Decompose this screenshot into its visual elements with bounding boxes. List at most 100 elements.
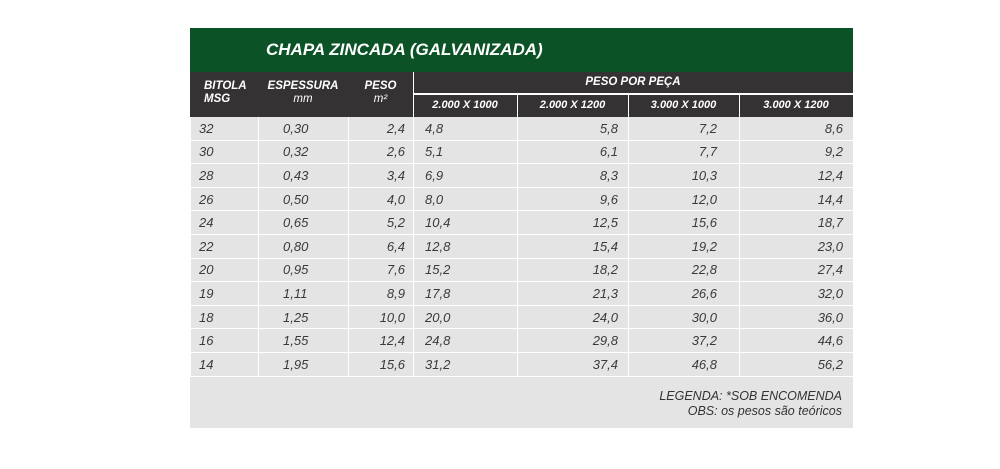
table-cell: 37,2 (628, 328, 740, 353)
table-title: CHAPA ZINCADA (GALVANIZADA) (190, 28, 853, 72)
table-cell: 32,0 (739, 281, 854, 306)
table-row: 16 1,55 12,4 24,8 29,8 37,2 44,6 (190, 328, 854, 353)
table-cell: 8,3 (517, 163, 629, 188)
mm-label: mm (293, 93, 313, 105)
table-cell: 20,0 (413, 305, 518, 330)
table-cell: 18 (190, 305, 259, 330)
table-cell: 37,4 (517, 352, 629, 377)
table-row: 32 0,30 2,4 4,8 5,8 7,2 8,6 (190, 117, 854, 141)
table-row: 14 1,95 15,6 31,2 37,4 46,8 56,2 (190, 352, 854, 377)
table-footer: LEGENDA: *SOB ENCOMENDA OBS: os pesos sã… (190, 376, 853, 428)
table-cell: 18,7 (739, 210, 854, 235)
table-cell: 10,0 (348, 305, 414, 330)
table-cell: 30 (190, 140, 259, 165)
table-cell: 4,0 (348, 187, 414, 212)
table-cell: 19 (190, 281, 259, 306)
header-peso: PESO m² (348, 80, 413, 106)
data-table: 32 0,30 2,4 4,8 5,8 7,2 8,6 30 0,32 2,6 5,1 6,1 7,7 9… (190, 117, 854, 377)
table-cell: 14 (190, 352, 259, 377)
table-cell: 31,2 (413, 352, 518, 377)
table-cell: 12,0 (628, 187, 740, 212)
table-cell: 7,6 (348, 258, 414, 283)
table-cell: 12,8 (413, 234, 518, 259)
table-cell: 12,5 (517, 210, 629, 235)
table-cell: 5,1 (413, 140, 518, 165)
table-cell: 15,4 (517, 234, 629, 259)
table-cell: 44,6 (739, 328, 854, 353)
table-cell: 15,2 (413, 258, 518, 283)
table-cell: 15,6 (348, 352, 414, 377)
table-cell: 5,8 (517, 117, 629, 141)
table-cell: 8,9 (348, 281, 414, 306)
table-cell: 56,2 (739, 352, 854, 377)
table-row: 18 1,25 10,0 20,0 24,0 30,0 36,0 (190, 305, 854, 330)
table-cell: 0,65 (258, 210, 349, 235)
table-cell: 4,8 (413, 117, 518, 141)
header-bitola: BITOLA MSG (204, 80, 247, 106)
table-cell: 0,80 (258, 234, 349, 259)
table-row: 30 0,32 2,6 5,1 6,1 7,7 9,2 (190, 140, 854, 165)
weight-table: CHAPA ZINCADA (GALVANIZADA) BITOLA MSG ES… (190, 28, 854, 428)
table-cell: 1,55 (258, 328, 349, 353)
table-cell: 7,2 (628, 117, 740, 141)
table-header: BITOLA MSG ESPESSURA mm PESO m² PESO POR PE… (190, 72, 853, 117)
table-cell: 2,4 (348, 117, 414, 141)
table-row: 28 0,43 3,4 6,9 8,3 10,3 12,4 (190, 163, 854, 188)
table-cell: 20 (190, 258, 259, 283)
legend-text: LEGENDA: *SOB ENCOMENDA (659, 388, 842, 403)
table-cell: 29,8 (517, 328, 629, 353)
table-cell: 6,1 (517, 140, 629, 165)
table-cell: 27,4 (739, 258, 854, 283)
table-cell: 21,3 (517, 281, 629, 306)
table-cell: 9,2 (739, 140, 854, 165)
table-cell: 1,25 (258, 305, 349, 330)
table-cell: 1,95 (258, 352, 349, 377)
table-cell: 0,30 (258, 117, 349, 141)
table-cell: 3,4 (348, 163, 414, 188)
table-cell: 16 (190, 328, 259, 353)
table-cell: 26 (190, 187, 259, 212)
table-cell: 24,0 (517, 305, 629, 330)
header-size: 2.000 X 1200 (539, 99, 606, 111)
table-row: 19 1,11 8,9 17,8 21,3 26,6 32,0 (190, 281, 854, 306)
table-cell: 23,0 (739, 234, 854, 259)
header-size: 3.000 X 1000 (650, 99, 717, 111)
table-cell: 1,11 (258, 281, 349, 306)
table-cell: 0,95 (258, 258, 349, 283)
header-espessura: ESPESSURA mm (258, 80, 348, 106)
table-cell: 30,0 (628, 305, 740, 330)
table-cell: 6,9 (413, 163, 518, 188)
msg-label: MSG (204, 93, 231, 105)
table-cell: 10,3 (628, 163, 740, 188)
bitola-label: BITOLA (204, 80, 247, 92)
table-cell: 7,7 (628, 140, 740, 165)
table-cell: 2,6 (348, 140, 414, 165)
table-cell: 22,8 (628, 258, 740, 283)
obs-text: OBS: os pesos são teóricos (687, 403, 842, 418)
header-size: 3.000 X 1200 (763, 99, 829, 111)
table-cell: 24,8 (413, 328, 518, 353)
table-cell: 32 (190, 117, 259, 141)
table-cell: 8,6 (739, 117, 854, 141)
table-cell: 36,0 (739, 305, 854, 330)
table-cell: 46,8 (628, 352, 740, 377)
table-row: 22 0,80 6,4 12,8 15,4 19,2 23,0 (190, 234, 854, 259)
peso-label: PESO (364, 80, 397, 92)
header-peso-por-peca: PESO POR PEÇA (585, 76, 681, 88)
table-cell: 9,6 (517, 187, 629, 212)
table-cell: 19,2 (628, 234, 740, 259)
table-cell: 18,2 (517, 258, 629, 283)
table-row: 24 0,65 5,2 10,4 12,5 15,6 18,7 (190, 210, 854, 235)
table-cell: 22 (190, 234, 259, 259)
table-cell: 17,8 (413, 281, 518, 306)
espessura-label: ESPESSURA (267, 80, 339, 92)
table-cell: 15,6 (628, 210, 740, 235)
table-cell: 10,4 (413, 210, 518, 235)
m2-label: m² (373, 93, 388, 105)
table-cell: 0,50 (258, 187, 349, 212)
table-row: 26 0,50 4,0 8,0 9,6 12,0 14,4 (190, 187, 854, 212)
table-cell: 5,2 (348, 210, 414, 235)
table-cell: 26,6 (628, 281, 740, 306)
table-row: 20 0,95 7,6 15,2 18,2 22,8 27,4 (190, 258, 854, 283)
table-cell: 14,4 (739, 187, 854, 212)
